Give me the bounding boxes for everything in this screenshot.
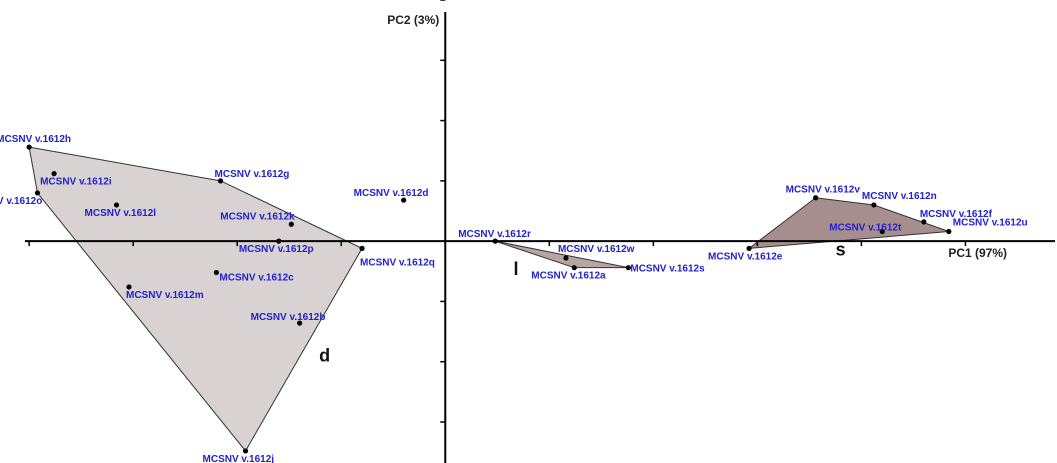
point-label: MCSNV v.1612s <box>630 264 705 275</box>
data-point <box>401 197 407 203</box>
data-point <box>871 202 877 208</box>
data-point <box>746 245 752 251</box>
data-point <box>813 195 819 201</box>
point-label: MCSNV v.1612r <box>458 229 531 240</box>
data-point <box>492 238 498 244</box>
group-label-s: s <box>836 240 846 260</box>
data-point <box>34 190 41 196</box>
data-points: MCSNV v.1612h MCSNV v.1612i MCSNV v.1612o M… <box>0 134 1028 463</box>
data-point <box>213 269 219 276</box>
x-ticks <box>28 241 967 247</box>
point-label: MCSNV v.1612h <box>0 134 71 145</box>
data-point <box>26 144 32 150</box>
y-ticks <box>440 0 446 423</box>
data-point <box>359 245 365 251</box>
point-label: MCSNV v.1612q <box>360 257 435 268</box>
point-label: MCSNV v.1612t <box>829 223 902 234</box>
group-hulls <box>28 146 949 452</box>
data-point <box>563 255 569 261</box>
point-label: MCSNV v.1612e <box>708 251 783 262</box>
data-point <box>51 171 57 177</box>
point-label: MCSNV v.1612g <box>215 169 290 180</box>
point-label: MCSNV v.1612n <box>862 191 937 202</box>
point-label: MCSNV v.1612c <box>219 272 294 283</box>
point-label: MCSNV v.1612i <box>40 177 112 188</box>
data-point <box>879 228 885 235</box>
point-label: MCSNV v.1612p <box>239 244 314 255</box>
group-hull-d <box>28 146 363 452</box>
point-label: MCSNV v.1612k <box>220 211 295 222</box>
group-label-d: d <box>319 346 330 366</box>
point-label: MCSNV v.1612l <box>85 208 157 219</box>
group-label-l: l <box>514 259 519 279</box>
point-label: MCSNV v.1612a <box>531 271 606 282</box>
data-point <box>126 284 132 290</box>
axes: PC1 (97%) PC2 (3%) <box>24 0 1055 463</box>
data-point <box>297 320 303 326</box>
x-axis-title: PC1 (97%) <box>948 246 1007 260</box>
group-hull-l <box>495 240 629 269</box>
data-point <box>571 265 577 271</box>
y-axis-title: PC2 (3%) <box>387 13 439 27</box>
data-point <box>242 448 249 454</box>
data-point <box>288 221 294 227</box>
group-labels: d l s <box>319 240 846 366</box>
data-point <box>625 265 631 271</box>
point-label: MCSNV v.1612o <box>0 196 42 207</box>
point-label: MCSNV v.1612u <box>953 218 1028 229</box>
data-point <box>946 228 952 235</box>
point-label: MCSNV v.1612v <box>786 185 861 196</box>
data-point <box>217 178 224 184</box>
point-label: MCSNV v.1612f <box>920 209 993 220</box>
data-point <box>113 202 120 208</box>
data-point <box>921 219 927 225</box>
point-label: MCSNV v.1612d <box>354 188 429 199</box>
point-label: MCSNV v.1612w <box>558 244 635 255</box>
data-point <box>276 238 282 244</box>
point-label: MCSNV v.1612b <box>251 312 326 323</box>
point-label: MCSNV v.1612m <box>126 290 204 301</box>
point-label: MCSNV v.1612j <box>203 454 275 463</box>
